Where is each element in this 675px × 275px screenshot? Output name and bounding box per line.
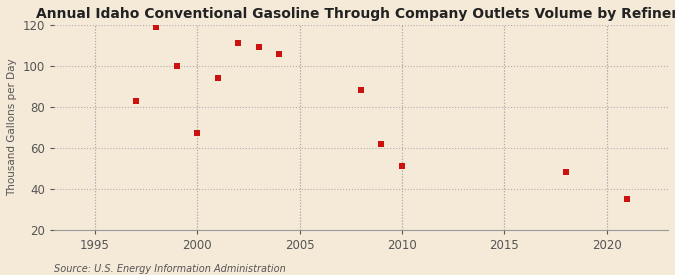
Point: [622, 197, 632, 201]
Point: [212, 76, 223, 80]
Point: [233, 41, 244, 45]
Y-axis label: Thousand Gallons per Day: Thousand Gallons per Day: [7, 58, 17, 196]
Point: [560, 170, 571, 174]
Point: [396, 164, 407, 168]
Point: [130, 98, 141, 103]
Point: [376, 141, 387, 146]
Point: [171, 64, 182, 68]
Title: Annual Idaho Conventional Gasoline Through Company Outlets Volume by Refiners: Annual Idaho Conventional Gasoline Throu…: [36, 7, 675, 21]
Point: [356, 88, 367, 93]
Point: [253, 45, 264, 50]
Point: [151, 25, 161, 29]
Point: [273, 51, 284, 56]
Point: [192, 131, 202, 136]
Text: Source: U.S. Energy Information Administration: Source: U.S. Energy Information Administ…: [54, 264, 286, 274]
